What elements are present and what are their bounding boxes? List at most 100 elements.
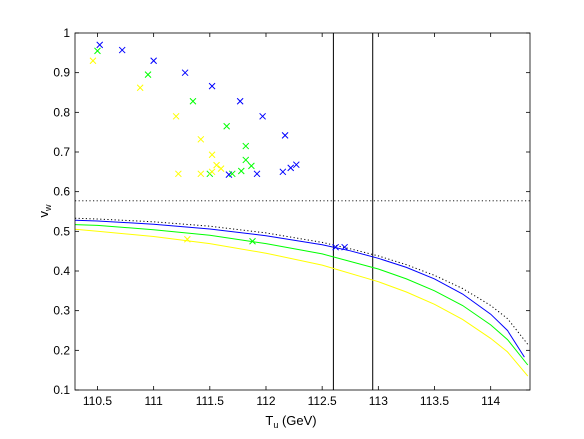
y-tick-label: 0.4	[53, 264, 70, 278]
data-point	[118, 46, 126, 54]
data-point	[150, 57, 157, 65]
y-tick-label: 0.3	[53, 304, 70, 318]
data-point-stroke	[228, 170, 236, 178]
data-point	[189, 97, 197, 105]
data-point	[208, 151, 216, 159]
data-point	[279, 168, 287, 176]
data-point	[341, 243, 348, 251]
data-point	[332, 243, 339, 251]
series-markers-6	[89, 57, 225, 243]
y-tick-label: 0.5	[53, 224, 70, 238]
x-axis-label: Tu (GeV)	[265, 413, 316, 430]
data-point-stroke	[189, 97, 197, 105]
plot-area	[75, 33, 530, 390]
data-point-stroke	[208, 151, 216, 159]
data-point	[181, 69, 189, 77]
data-point-stroke	[197, 170, 205, 178]
data-point-stroke	[136, 84, 144, 92]
data-point-stroke	[281, 131, 289, 139]
data-point	[292, 161, 300, 169]
data-point-stroke	[287, 164, 295, 172]
y-tick-label: 1	[63, 26, 70, 40]
series-markers-4	[96, 41, 348, 251]
data-point	[144, 71, 152, 79]
data-point	[281, 131, 289, 139]
data-point	[223, 122, 231, 130]
data-point	[259, 112, 266, 120]
data-point-stroke	[217, 165, 225, 173]
data-point	[89, 57, 97, 65]
data-point-stroke	[208, 168, 216, 176]
data-point-stroke	[94, 47, 101, 55]
data-point-stroke	[279, 168, 287, 176]
data-group	[75, 33, 530, 390]
data-point-stroke	[89, 57, 97, 65]
x-tick-label: 112	[256, 394, 275, 408]
data-point-stroke	[237, 167, 245, 175]
data-point	[287, 164, 295, 172]
data-point-stroke	[118, 46, 126, 54]
series-line-1	[75, 219, 525, 358]
data-point-stroke	[208, 82, 216, 90]
data-point-stroke	[172, 112, 180, 120]
data-point	[197, 170, 205, 178]
x-tick-label: 113.5	[420, 394, 449, 408]
data-point	[249, 237, 256, 245]
data-point-stroke	[292, 161, 300, 169]
data-point	[136, 84, 144, 92]
data-point-stroke	[253, 170, 261, 178]
data-point	[242, 142, 250, 150]
data-point-stroke	[150, 57, 157, 65]
x-tick-label: 112.5	[308, 394, 337, 408]
x-tick-label: 114	[481, 394, 500, 408]
x-tick-label: 111	[145, 394, 164, 408]
y-tick-label: 0.2	[53, 343, 70, 357]
data-point	[248, 162, 255, 170]
data-point	[208, 168, 216, 176]
data-point	[213, 161, 220, 169]
data-point	[197, 135, 205, 143]
x-tick-label: 110.5	[83, 394, 112, 408]
data-point-stroke	[259, 112, 266, 120]
data-point-stroke	[248, 162, 255, 170]
data-point	[236, 97, 244, 105]
series-line-2	[75, 224, 529, 366]
data-point	[228, 170, 236, 178]
y-tick-label: 0.6	[53, 185, 70, 199]
data-point-stroke	[332, 243, 339, 251]
data-point-stroke	[213, 161, 220, 169]
y-tick-label: 0.9	[53, 66, 70, 80]
series-line-3	[75, 228, 529, 377]
data-point-stroke	[249, 237, 256, 245]
data-point	[208, 82, 216, 90]
data-point	[253, 170, 261, 178]
data-point	[175, 170, 182, 178]
data-point-stroke	[144, 71, 152, 79]
data-point	[237, 167, 245, 175]
data-point-stroke	[175, 170, 182, 178]
x-tick-label: 113	[369, 394, 388, 408]
data-point-stroke	[236, 97, 244, 105]
y-tick-label: 0.1	[53, 383, 70, 397]
y-tick-label: 0.7	[53, 145, 70, 159]
series-line-0	[75, 217, 529, 345]
data-point	[242, 156, 250, 164]
data-point	[183, 235, 191, 243]
data-point-stroke	[183, 235, 191, 243]
axes: 110.5 111 111.5 112 112.5 113 113.5 114 0.1 0.2 0.…	[53, 26, 531, 408]
y-tick-label: 0.8	[53, 105, 70, 119]
data-point-stroke	[223, 122, 231, 130]
data-point-stroke	[197, 135, 205, 143]
data-point	[217, 165, 225, 173]
x-tick-label: 111.5	[196, 394, 225, 408]
data-point	[172, 112, 180, 120]
series-markers-5	[94, 47, 256, 245]
data-point-stroke	[181, 69, 189, 77]
data-point-stroke	[341, 243, 348, 251]
data-point-stroke	[96, 41, 104, 49]
data-point	[94, 47, 101, 55]
data-point-stroke	[242, 156, 250, 164]
y-axis-label: vw	[36, 204, 53, 218]
data-point	[96, 41, 104, 49]
